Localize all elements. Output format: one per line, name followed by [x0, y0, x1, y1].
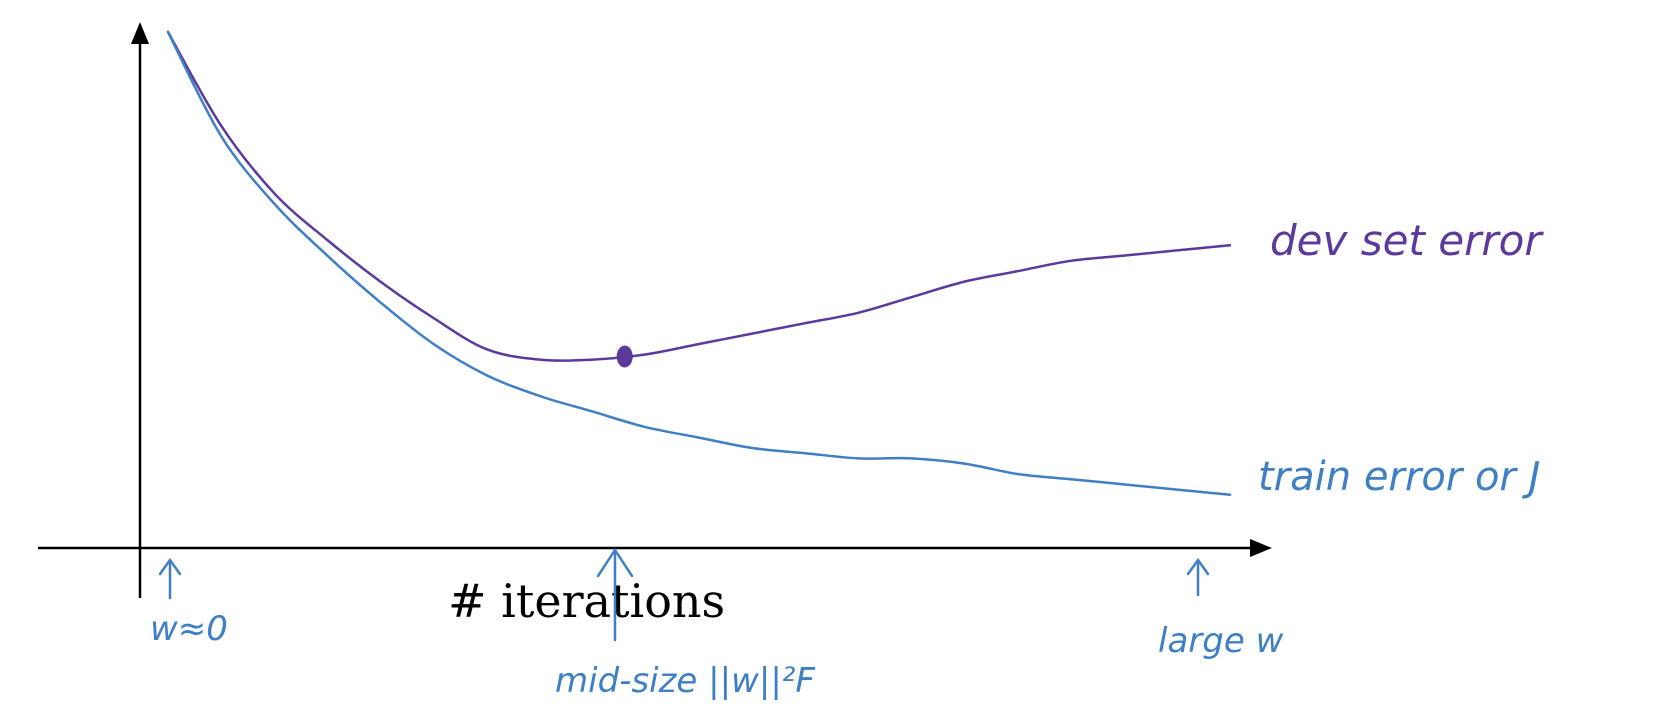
annotation-text-w-approx-zero: w≈0: [150, 609, 228, 649]
annotation-text-large-w: large w: [1158, 621, 1284, 661]
up-arrow-icon: [596, 547, 634, 642]
axes: [38, 22, 1272, 598]
annotation-text-mid-size: mid-size ||w||²F: [555, 661, 815, 701]
series-line-dev-set-error: [166, 30, 1232, 362]
y-axis-arrow: [131, 22, 149, 44]
series-label-train-error: train error or J: [1258, 454, 1540, 500]
x-axis-label: # iterations: [448, 574, 725, 628]
series-label-dev-set-error: dev set error: [1270, 216, 1544, 265]
up-arrow-icon: [1186, 557, 1210, 597]
annotation-mid-size: mid-size ||w||²F: [555, 547, 815, 701]
x-axis-arrow: [1250, 539, 1272, 557]
series-layer: [166, 30, 1232, 497]
dev-set-minimum-marker: [616, 345, 633, 368]
annotation-w-approx-zero: w≈0: [150, 557, 228, 649]
series-line-train-error: [166, 30, 1232, 497]
annotation-large-w: large w: [1158, 557, 1284, 661]
up-arrow-icon: [158, 557, 182, 600]
